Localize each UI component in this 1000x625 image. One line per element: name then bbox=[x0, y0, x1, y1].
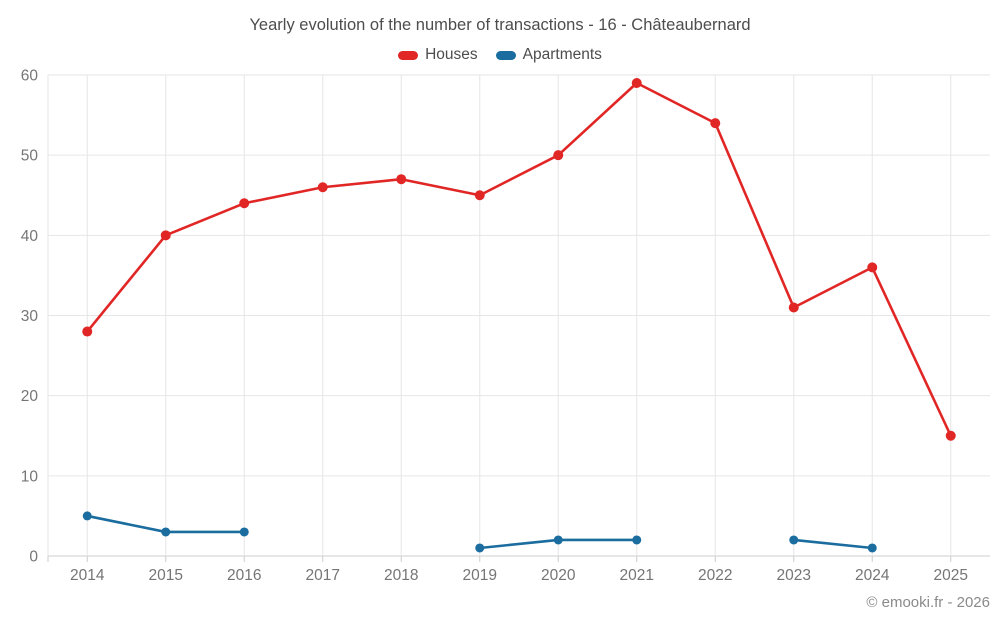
x-axis-tick-label: 2023 bbox=[777, 567, 811, 584]
data-point-houses-2024[interactable] bbox=[867, 262, 878, 273]
data-point-apartments-2024[interactable] bbox=[867, 543, 877, 553]
data-point-houses-2022[interactable] bbox=[710, 118, 721, 129]
series-line-apartments bbox=[792, 538, 874, 550]
data-point-houses-2015[interactable] bbox=[160, 230, 171, 241]
y-axis-tick-label: 0 bbox=[29, 549, 38, 566]
data-point-houses-2023[interactable] bbox=[788, 302, 799, 313]
series-line-houses bbox=[85, 81, 953, 438]
x-axis-tick-label: 2022 bbox=[698, 567, 732, 584]
legend-label-apartments: Apartments bbox=[522, 46, 602, 63]
copyright: © emooki.fr - 2026 bbox=[866, 594, 990, 611]
houses-swatch-icon bbox=[398, 50, 419, 60]
x-axis-tick-label: 2025 bbox=[934, 567, 968, 584]
x-axis-tick-label: 2016 bbox=[227, 567, 261, 584]
data-point-apartments-2021[interactable] bbox=[632, 535, 642, 545]
y-axis-tick-label: 10 bbox=[21, 468, 39, 485]
x-axis-tick-label: 2014 bbox=[70, 567, 105, 584]
x-axis-tick-label: 2024 bbox=[855, 567, 890, 584]
data-point-apartments-2016[interactable] bbox=[239, 527, 249, 537]
data-point-houses-2017[interactable] bbox=[317, 182, 328, 193]
x-axis-tick-label: 2020 bbox=[541, 567, 576, 584]
data-point-houses-2019[interactable] bbox=[474, 190, 485, 201]
data-point-apartments-2015[interactable] bbox=[161, 527, 171, 537]
data-point-houses-2020[interactable] bbox=[553, 150, 564, 161]
data-point-apartments-2023[interactable] bbox=[789, 535, 799, 545]
y-axis-tick-label: 60 bbox=[21, 68, 39, 85]
x-axis-tick-label: 2021 bbox=[620, 567, 654, 584]
x-axis-tick-label: 2017 bbox=[306, 567, 340, 584]
x-axis-tick-label: 2019 bbox=[463, 567, 497, 584]
chart-title: Yearly evolution of the number of transa… bbox=[249, 16, 751, 34]
data-point-apartments-2014[interactable] bbox=[82, 511, 92, 521]
y-axis-tick-label: 30 bbox=[21, 308, 39, 325]
x-axis-tick-label: 2015 bbox=[149, 567, 183, 584]
data-point-houses-2014[interactable] bbox=[82, 326, 93, 337]
y-axis-tick-label: 20 bbox=[21, 388, 39, 405]
y-axis-tick-label: 40 bbox=[21, 228, 39, 245]
legend: Houses Apartments bbox=[0, 46, 1000, 64]
data-point-apartments-2019[interactable] bbox=[475, 543, 485, 553]
data-point-houses-2021[interactable] bbox=[631, 78, 642, 89]
data-point-houses-2018[interactable] bbox=[396, 174, 407, 185]
apartments-swatch-icon bbox=[495, 50, 516, 60]
data-point-apartments-2020[interactable] bbox=[553, 535, 563, 545]
legend-item-houses[interactable]: Houses bbox=[398, 46, 478, 64]
data-point-houses-2016[interactable] bbox=[239, 198, 250, 209]
y-axis-tick-label: 50 bbox=[21, 148, 39, 165]
legend-item-apartments[interactable]: Apartments bbox=[495, 46, 602, 64]
legend-label-houses: Houses bbox=[425, 46, 478, 63]
data-point-houses-2025[interactable] bbox=[945, 430, 956, 441]
x-axis-tick-label: 2018 bbox=[384, 567, 418, 584]
